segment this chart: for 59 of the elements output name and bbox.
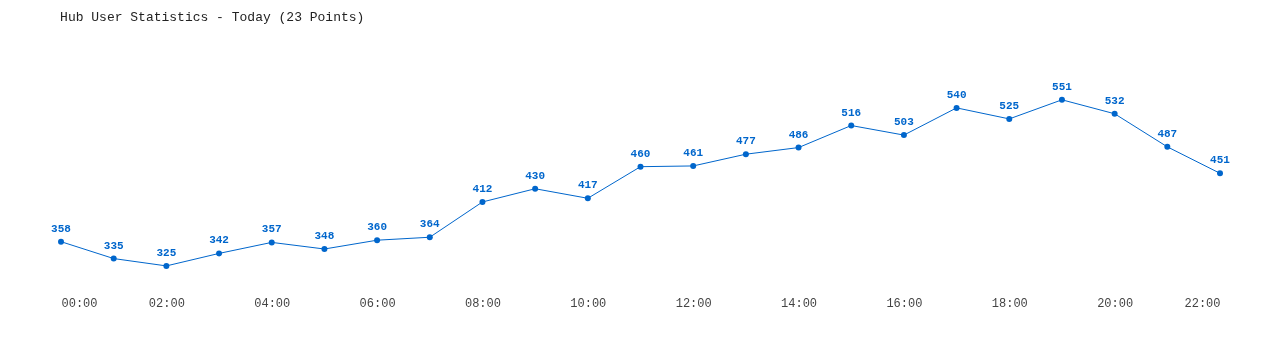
- point: [584, 195, 591, 202]
- data-label: 503: [894, 116, 915, 129]
- data-label: 358: [51, 222, 72, 235]
- point: [321, 246, 328, 252]
- point: [1164, 143, 1171, 150]
- x-tick-label: 14:00: [781, 296, 818, 311]
- point: [58, 238, 64, 245]
- x-tick-label: 06:00: [359, 296, 396, 311]
- point: [900, 132, 907, 139]
- data-label: 348: [314, 230, 335, 243]
- x-tick-label: 10:00: [570, 296, 607, 311]
- point: [742, 151, 749, 158]
- point: [268, 239, 275, 246]
- data-label: 451: [1210, 154, 1231, 167]
- data-label: 430: [525, 169, 546, 182]
- point: [953, 104, 960, 111]
- data-label: 412: [472, 182, 493, 195]
- point: [848, 122, 855, 129]
- data-label: 486: [788, 128, 809, 141]
- point: [690, 162, 697, 169]
- point: [532, 185, 539, 192]
- data-label: 335: [103, 239, 124, 252]
- data-label: 360: [367, 221, 387, 234]
- data-label: 487: [1157, 127, 1178, 140]
- x-tick-label: 20:00: [1097, 296, 1134, 311]
- point: [374, 237, 381, 244]
- data-label: 551: [1052, 80, 1073, 93]
- point: [637, 163, 644, 170]
- x-tick-label: 08:00: [464, 296, 501, 311]
- data-label: 525: [999, 99, 1020, 112]
- point: [163, 262, 170, 269]
- x-tick-label: 12:00: [675, 296, 712, 311]
- data-label: 357: [261, 223, 282, 236]
- data-label: 460: [630, 147, 651, 160]
- point: [1058, 96, 1065, 103]
- chart-title: Hub User Statistics - Today (23 Points): [60, 10, 365, 25]
- point: [216, 250, 223, 257]
- data-label: 516: [841, 106, 862, 119]
- point: [110, 255, 117, 262]
- point: [1217, 170, 1223, 177]
- data-label: 532: [1104, 94, 1125, 107]
- point: [1006, 115, 1013, 122]
- point: [795, 144, 802, 151]
- data-label: 417: [577, 179, 598, 192]
- data-label: 342: [209, 234, 229, 247]
- point: [479, 198, 486, 205]
- data-label: 540: [946, 88, 967, 101]
- data-label: 461: [683, 146, 704, 159]
- x-tick-label: 22:00: [1184, 296, 1221, 311]
- point: [1111, 110, 1118, 117]
- x-tick-label: 04:00: [254, 296, 291, 311]
- data-label: 364: [419, 218, 441, 231]
- x-tick-label: 16:00: [886, 296, 923, 311]
- x-tick-label: 02:00: [148, 296, 185, 311]
- x-tick-label: 18:00: [991, 296, 1028, 311]
- data-label: 325: [156, 246, 177, 259]
- x-tick-label: 00:00: [61, 296, 98, 311]
- data-label: 477: [735, 135, 756, 148]
- point: [426, 234, 433, 241]
